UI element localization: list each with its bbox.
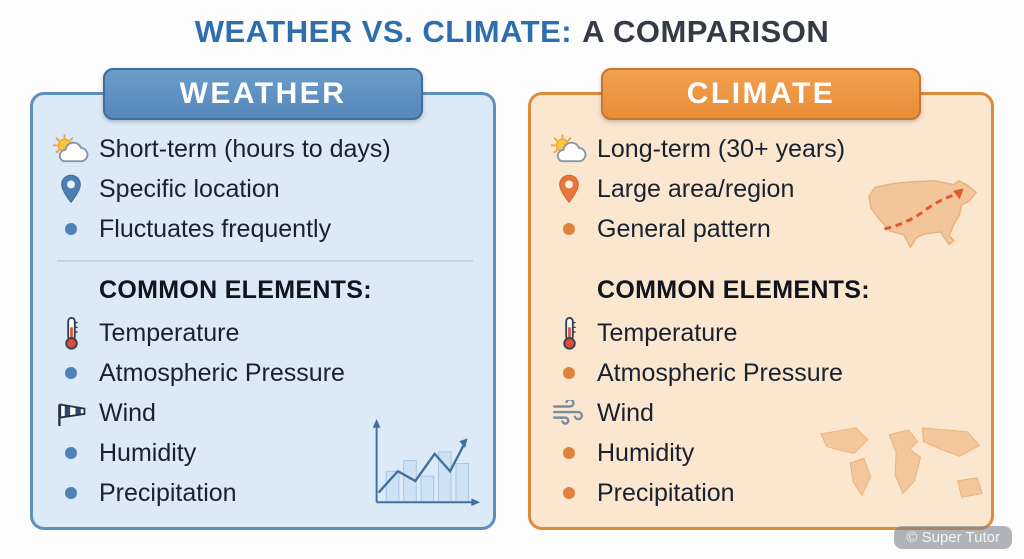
element-text: Humidity [597, 438, 695, 467]
bullet-dot [549, 367, 589, 379]
title-rest: A COMPARISON [582, 14, 830, 49]
trait-text: Short-term (hours to days) [99, 134, 391, 163]
section-divider [57, 260, 473, 262]
page-title: WEATHER VS. CLIMATE: A COMPARISON [0, 14, 1024, 50]
bullet-dot [549, 447, 589, 459]
list-item: Large area/region [549, 169, 977, 209]
us-map-graphic [861, 175, 987, 262]
title-highlight: WEATHER VS. CLIMATE: [194, 14, 573, 49]
list-item: Short-term (hours to days) [51, 129, 479, 169]
list-item: General pattern [549, 209, 977, 249]
element-text: Precipitation [597, 478, 735, 507]
list-item: Fluctuates frequently [51, 209, 479, 249]
element-text: Atmospheric Pressure [99, 358, 345, 387]
bullet-dot [549, 223, 589, 235]
bullet-dot [51, 487, 91, 499]
list-item: Wind [549, 393, 977, 433]
list-item: Precipitation [51, 473, 479, 513]
weather-panel-content: Short-term (hours to days) Specific loca… [33, 95, 493, 523]
weather-panel: Short-term (hours to days) Specific loca… [30, 92, 496, 530]
list-item: Long-term (30+ years) [549, 129, 977, 169]
element-text: Wind [597, 398, 654, 427]
climate-header-tab: CLIMATE [601, 68, 921, 120]
location-pin-icon [51, 174, 91, 204]
windsock-icon [51, 400, 91, 427]
climate-panel-content: Long-term (30+ years) Large area/region … [531, 95, 991, 523]
location-pin-icon [549, 174, 589, 204]
weather-header-tab: WEATHER [103, 68, 423, 120]
trait-text: Fluctuates frequently [99, 214, 332, 243]
bullet-dot [51, 447, 91, 459]
list-item: Humidity [549, 433, 977, 473]
element-text: Atmospheric Pressure [597, 358, 843, 387]
world-map-graphic [813, 420, 989, 523]
trend-chart-graphic [365, 415, 483, 519]
sun-cloud-icon [549, 134, 589, 164]
common-elements-heading: COMMON ELEMENTS: [99, 275, 372, 304]
element-text: Humidity [99, 438, 197, 467]
list-item: Atmospheric Pressure [51, 353, 479, 393]
thermometer-icon [549, 316, 589, 350]
bullet-dot [51, 367, 91, 379]
list-item: Temperature [549, 313, 977, 353]
thermometer-icon [51, 316, 91, 350]
sun-cloud-icon [51, 134, 91, 164]
list-item: Specific location [51, 169, 479, 209]
trait-text: Specific location [99, 174, 280, 203]
element-text: Wind [99, 398, 156, 427]
trait-text: Large area/region [597, 174, 795, 203]
common-elements-heading: COMMON ELEMENTS: [597, 275, 870, 304]
climate-header-label: CLIMATE [686, 77, 836, 110]
trait-text: Long-term (30+ years) [597, 134, 846, 163]
element-text: Temperature [597, 318, 738, 347]
list-item: Atmospheric Pressure [549, 353, 977, 393]
list-item: Humidity [51, 433, 479, 473]
wind-lines-icon [549, 400, 589, 426]
watermark-badge: © Super Tutor [894, 526, 1012, 549]
list-item: Precipitation [549, 473, 977, 513]
weather-header-label: WEATHER [179, 77, 347, 110]
element-text: Precipitation [99, 478, 237, 507]
element-text: Temperature [99, 318, 240, 347]
list-item: Wind [51, 393, 479, 433]
bullet-dot [51, 223, 91, 235]
list-item: Temperature [51, 313, 479, 353]
trait-text: General pattern [597, 214, 771, 243]
bullet-dot [549, 487, 589, 499]
climate-panel: Long-term (30+ years) Large area/region … [528, 92, 994, 530]
